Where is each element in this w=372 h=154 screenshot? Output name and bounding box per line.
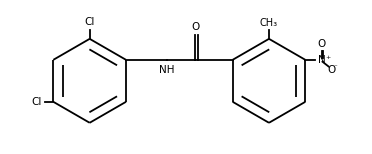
Text: O: O: [191, 22, 199, 32]
Text: NH: NH: [159, 65, 174, 75]
Text: +: +: [326, 55, 331, 60]
Text: Cl: Cl: [84, 17, 95, 27]
Text: ⁻: ⁻: [334, 64, 338, 70]
Text: O: O: [327, 65, 336, 75]
Text: O: O: [318, 39, 326, 49]
Text: CH₃: CH₃: [260, 18, 278, 28]
Text: Cl: Cl: [32, 97, 42, 107]
Text: N: N: [318, 55, 326, 65]
